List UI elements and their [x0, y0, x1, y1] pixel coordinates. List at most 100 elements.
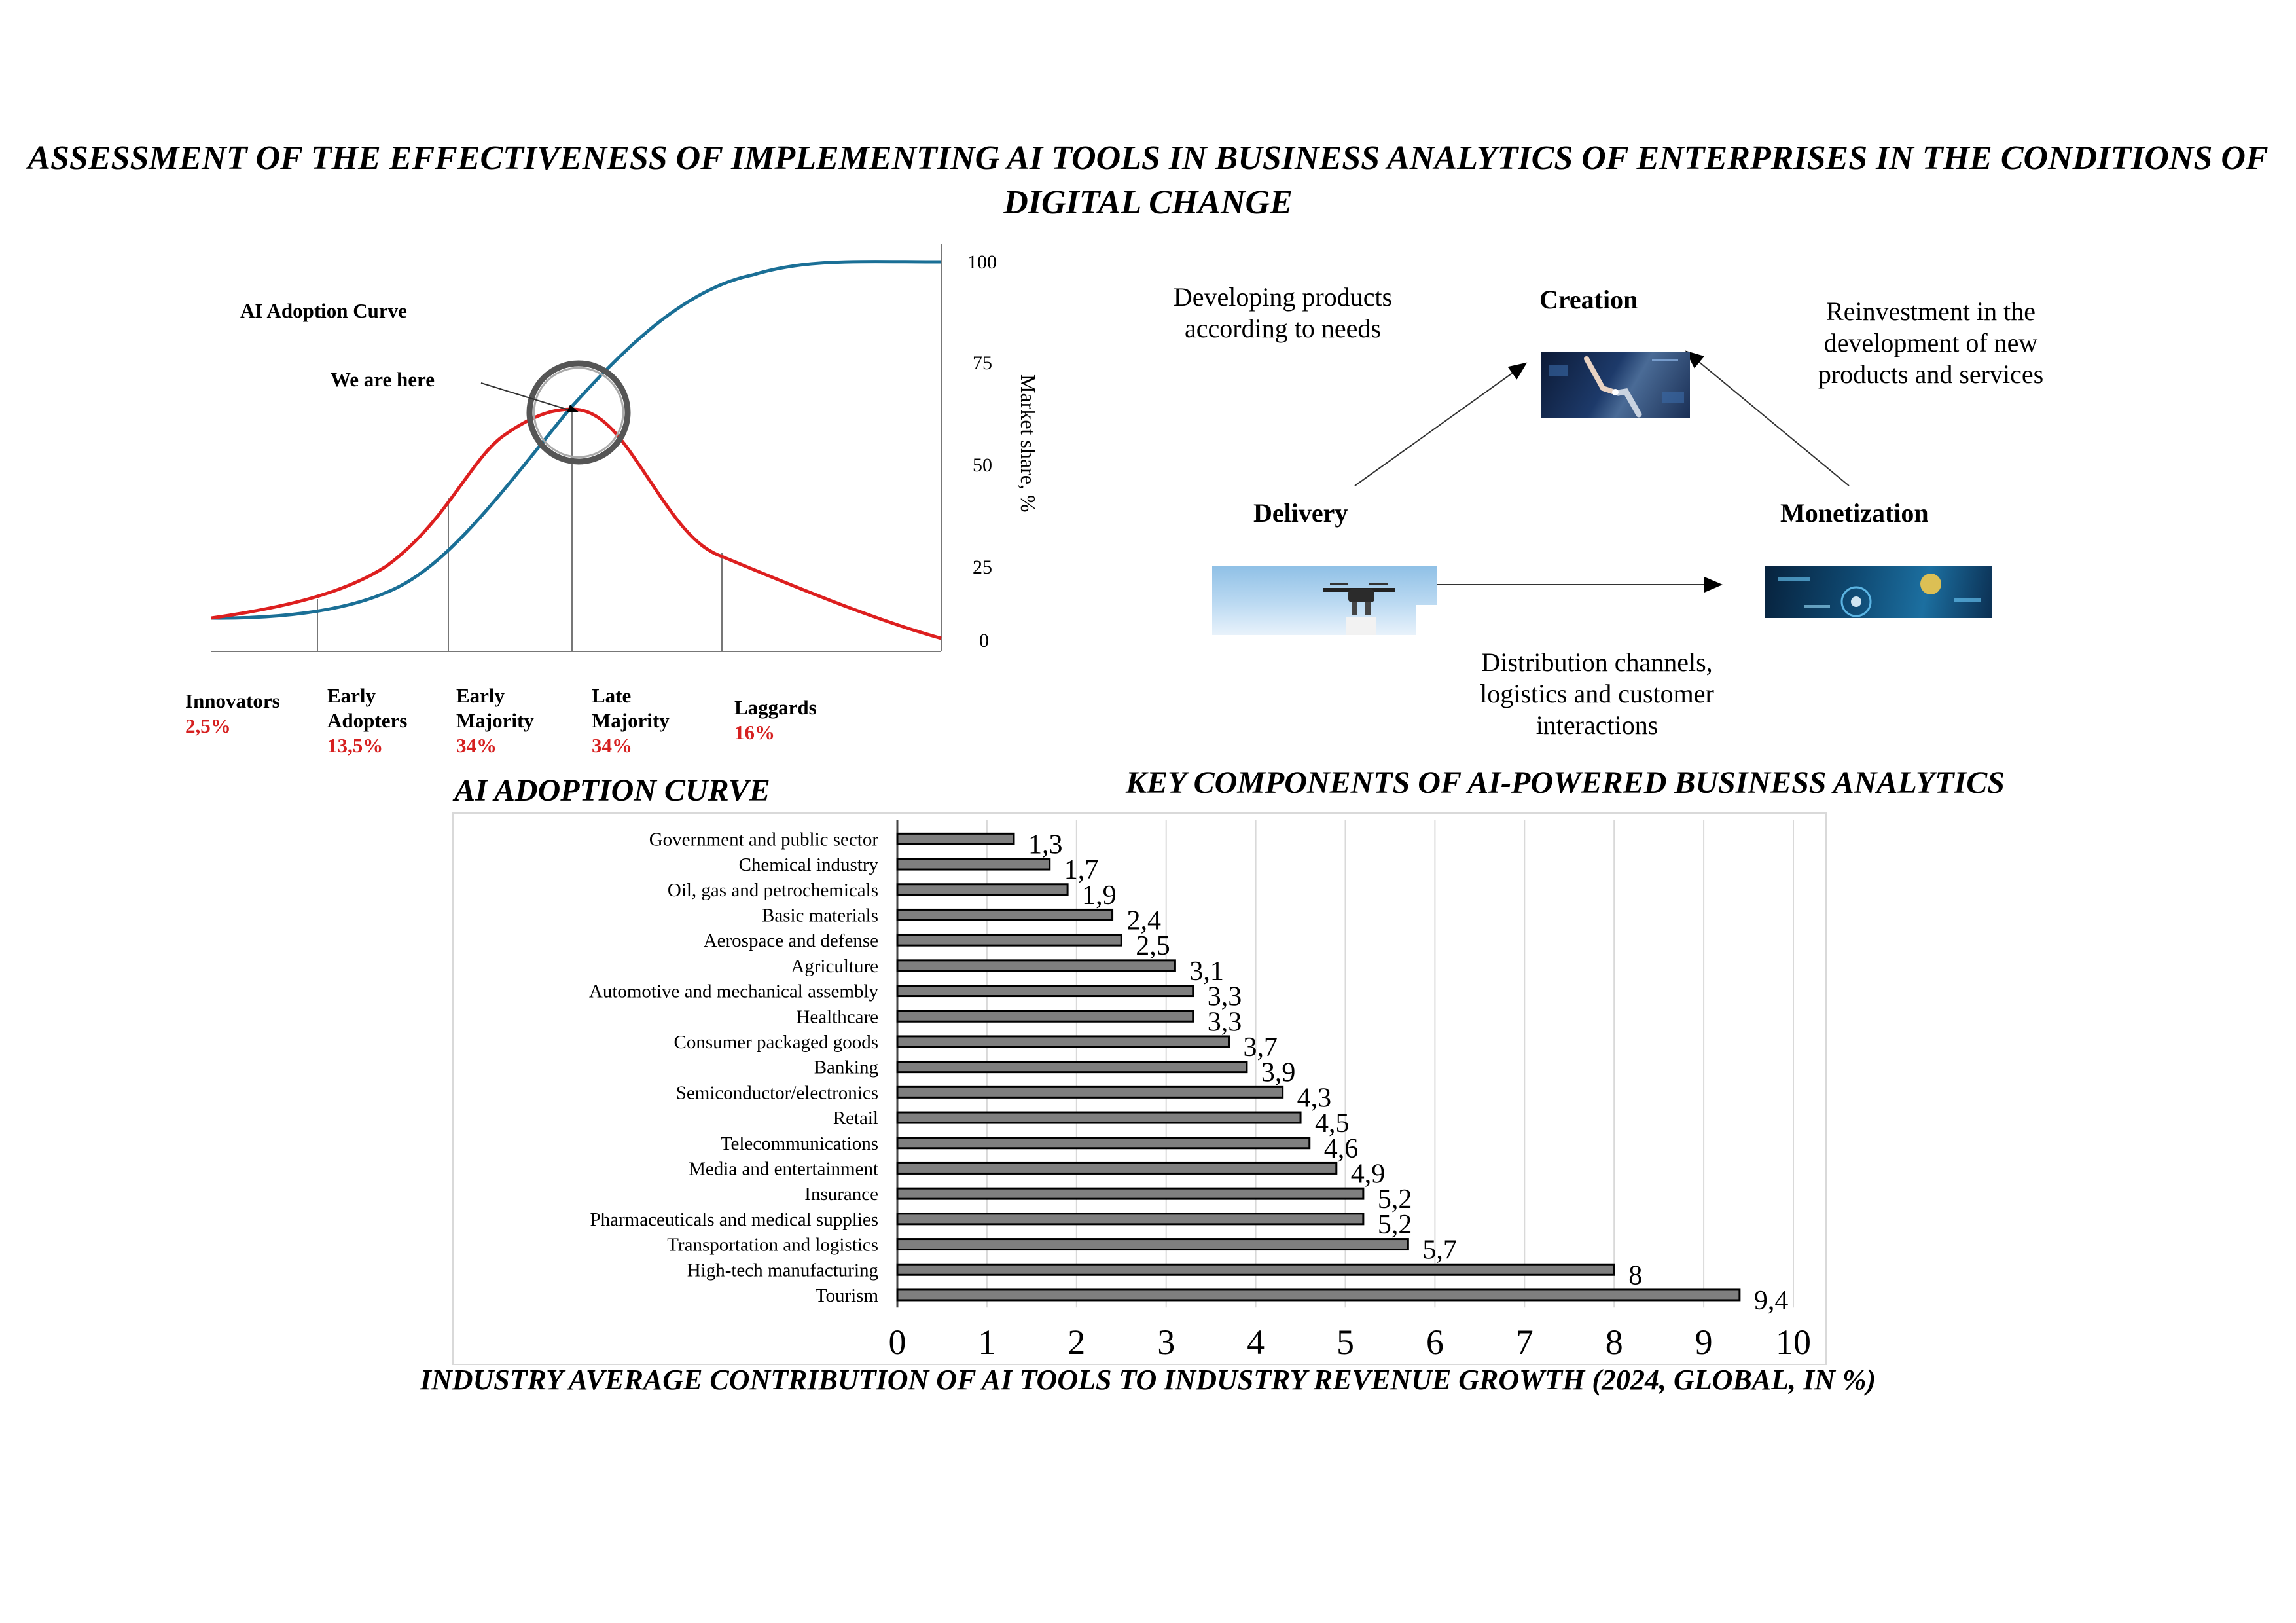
we-are-here-circle-outer [526, 360, 631, 465]
tick-label: 50 [973, 454, 992, 476]
value-label: 5,2 [1378, 1184, 1412, 1214]
bar [896, 934, 1122, 947]
chart-caption: INDUSTRY AVERAGE CONTRIBUTION OF AI TOOL… [420, 1364, 1876, 1396]
value-label: 1,7 [1064, 855, 1099, 885]
adoption-caption: AI ADOPTION CURVE [454, 773, 770, 808]
we-are-here-circle-inner [533, 367, 624, 458]
value-label: 3,9 [1261, 1058, 1296, 1088]
category-label: Tourism [816, 1285, 879, 1306]
category-label: Agriculture [791, 956, 878, 977]
value-label: 9,4 [1754, 1286, 1789, 1316]
segment-name: Late Majority [592, 684, 670, 732]
segment-percent: 34% [456, 734, 497, 757]
note-reinvestment: Reinvestment in the development of new p… [1818, 297, 2044, 389]
bar [896, 959, 1176, 972]
value-label: 3,1 [1189, 957, 1224, 987]
market-share-axis-label: Market share, % [1016, 374, 1040, 513]
value-label: 1,9 [1082, 881, 1117, 911]
value-label: 3,7 [1244, 1032, 1278, 1063]
segment-late-majority: Late Majority 34% [592, 684, 690, 758]
segment-percent: 2,5% [185, 714, 231, 737]
segment-laggards: Laggards 16% [734, 695, 839, 745]
page-title: ASSESSMENT OF THE EFFECTIVENESS OF IMPLE… [27, 139, 2269, 221]
bar [896, 908, 1114, 921]
chart-frame [452, 812, 1827, 1365]
x-tick-label: 1 [978, 1322, 996, 1362]
value-label: 3,3 [1208, 982, 1242, 1012]
segment-innovators: Innovators 2,5% [185, 689, 296, 739]
bar [896, 1288, 1741, 1302]
category-label: Telecommunications [721, 1133, 878, 1154]
bar [896, 832, 1015, 845]
bar [896, 858, 1051, 871]
value-label: 4,3 [1297, 1083, 1332, 1113]
bar [896, 1035, 1230, 1048]
tick-label: 100 [967, 251, 997, 273]
delivery-image [1212, 566, 1437, 635]
value-label: 4,5 [1315, 1108, 1350, 1139]
category-label: Pharmaceuticals and medical supplies [590, 1209, 879, 1230]
components-caption: KEY COMPONENTS OF AI-POWERED BUSINESS AN… [1126, 765, 2005, 800]
x-tick-label: 6 [1426, 1322, 1444, 1362]
monetization-label: Monetization [1780, 498, 1929, 528]
value-label: 1,3 [1028, 830, 1063, 860]
value-label: 5,2 [1378, 1210, 1412, 1240]
bar [896, 1161, 1338, 1175]
segment-percent: 16% [734, 721, 775, 744]
segment-name: Early Majority [456, 684, 534, 732]
finance-icon [1778, 574, 1981, 617]
segment-name: Laggards [734, 696, 817, 719]
value-label: 2,5 [1136, 931, 1170, 961]
category-label: Banking [814, 1057, 878, 1078]
category-label: Basic materials [762, 905, 878, 926]
category-label: Aerospace and defense [704, 930, 878, 951]
bar [896, 883, 1069, 896]
segment-name: Early Adopters [327, 684, 408, 732]
value-label: 8 [1628, 1260, 1642, 1290]
bar [896, 1010, 1194, 1023]
category-label: High-tech manufacturing [687, 1260, 878, 1281]
segment-early-majority: Early Majority 34% [456, 684, 554, 758]
value-label: 4,9 [1351, 1159, 1386, 1189]
category-label: Consumer packaged goods [674, 1032, 879, 1053]
category-label: Government and public sector [649, 829, 879, 850]
value-label: 2,4 [1127, 905, 1162, 936]
x-tick-label: 2 [1067, 1322, 1085, 1362]
x-tick-label: 10 [1776, 1322, 1811, 1362]
x-tick-label: 5 [1336, 1322, 1354, 1362]
bar [896, 1187, 1365, 1200]
bar [896, 1061, 1248, 1074]
category-label: Oil, gas and petrochemicals [668, 880, 878, 901]
category-label: Automotive and mechanical assembly [589, 981, 879, 1002]
note-developing: Developing products according to needs [1173, 282, 1393, 343]
we-are-here-arrowhead [567, 405, 579, 412]
x-tick-label: 4 [1247, 1322, 1265, 1362]
bar [896, 1213, 1365, 1226]
note-distribution: Distribution channels, logistics and cus… [1480, 647, 1714, 740]
robot-hand-icon [1549, 356, 1684, 418]
segment-name: Innovators [185, 689, 280, 712]
value-label: 5,7 [1422, 1235, 1457, 1266]
category-label: Transportation and logistics [667, 1235, 878, 1256]
tick-label: 75 [973, 352, 992, 374]
segment-percent: 34% [592, 734, 632, 757]
segment-early-adopters: Early Adopters 13,5% [327, 684, 425, 758]
category-label: Semiconductor/electronics [676, 1082, 878, 1103]
x-tick-label: 9 [1695, 1322, 1713, 1362]
segment-percent: 13,5% [327, 734, 384, 757]
creation-image [1541, 352, 1690, 418]
category-label: Retail [833, 1108, 878, 1129]
x-tick-label: 8 [1605, 1322, 1623, 1362]
we-are-here-label: We are here [331, 368, 435, 391]
bar [896, 1263, 1615, 1276]
category-label: Healthcare [796, 1006, 878, 1027]
bar [896, 1137, 1311, 1150]
delivery-label: Delivery [1253, 498, 1348, 528]
category-label: Insurance [804, 1184, 878, 1205]
x-tick-label: 3 [1157, 1322, 1175, 1362]
bar [896, 1238, 1409, 1251]
drone-icon [1323, 583, 1437, 635]
value-label: 4,6 [1324, 1134, 1359, 1164]
